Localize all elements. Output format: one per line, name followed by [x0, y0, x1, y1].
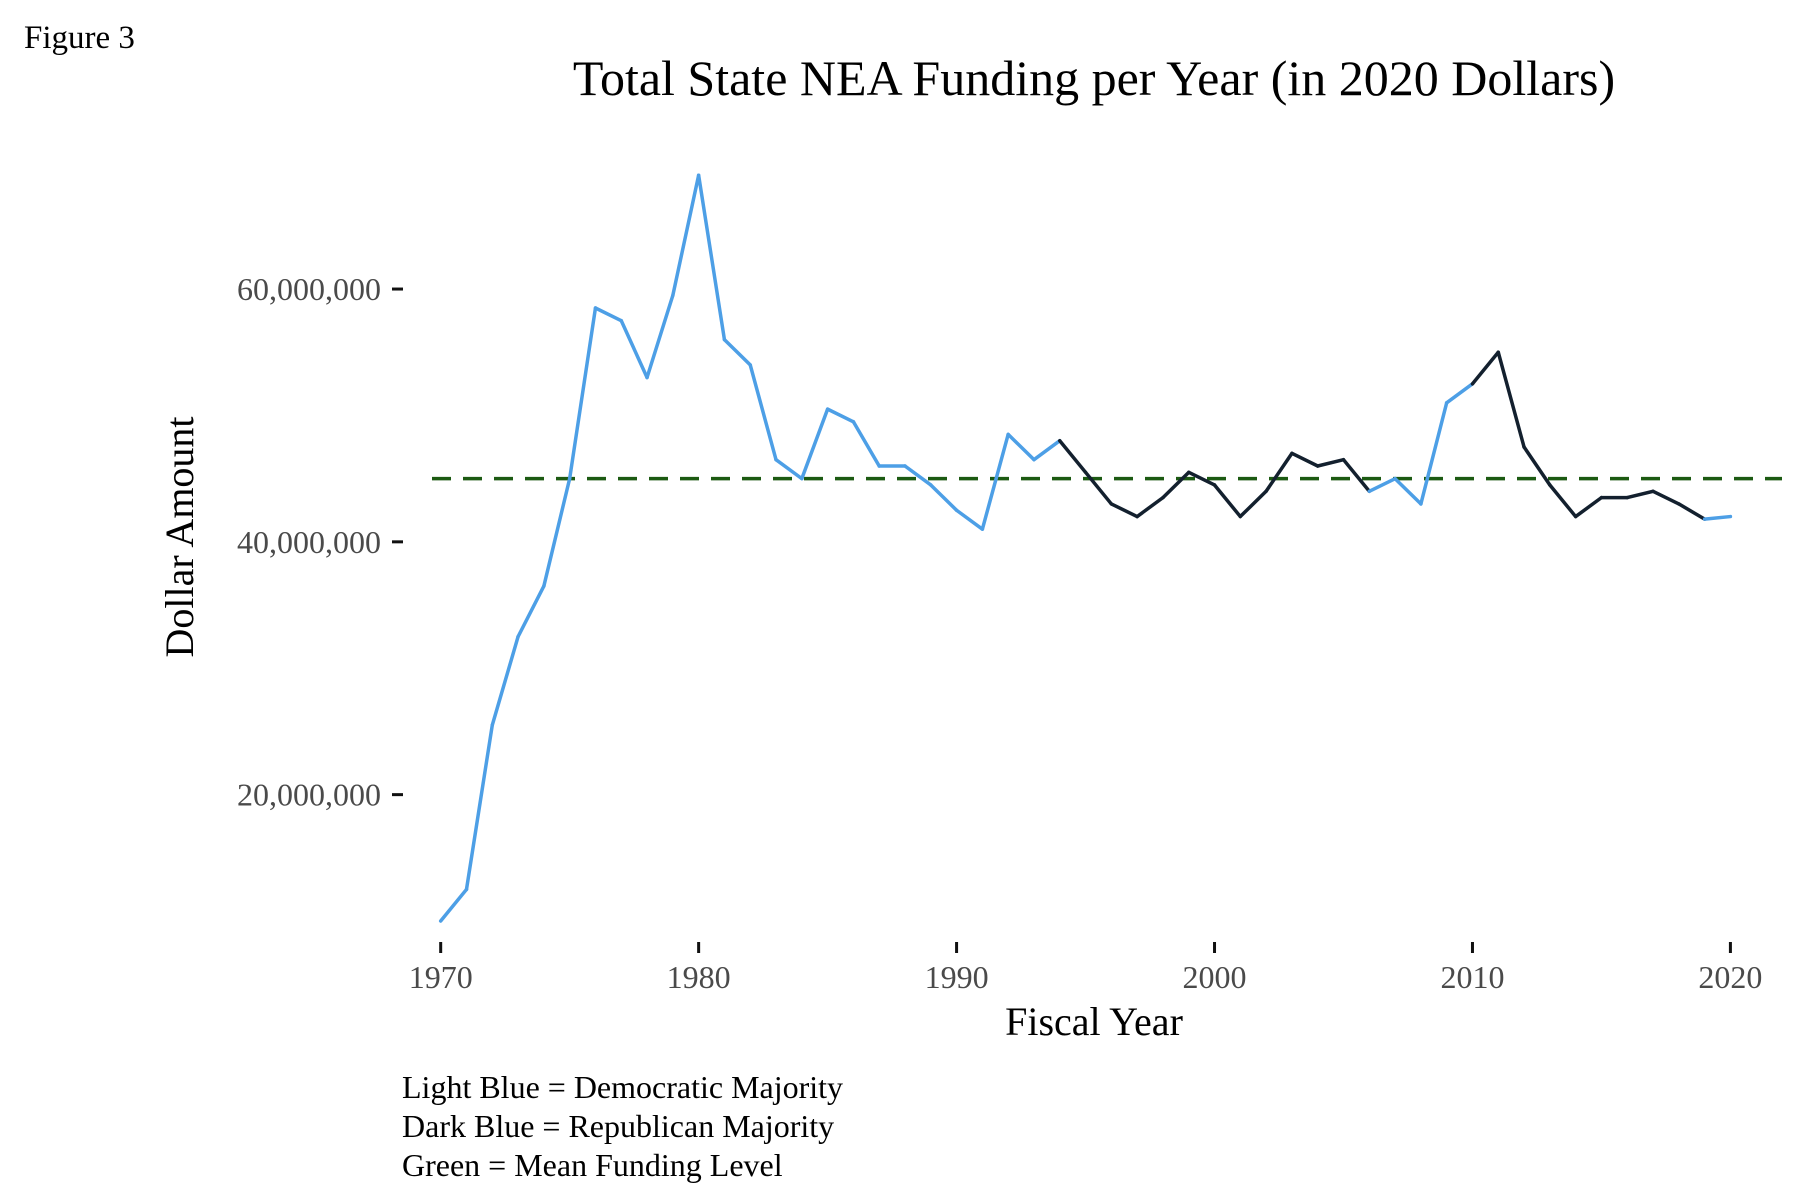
series-segment [696, 173, 727, 342]
y-tick-label: 60,000,000 [237, 271, 381, 307]
x-tick-label: 1990 [925, 959, 989, 995]
series-segment [1161, 470, 1191, 500]
series-segment [1083, 470, 1114, 506]
series-segment [567, 306, 598, 481]
series-segment [774, 457, 804, 481]
series-segment [748, 363, 778, 462]
series-segment [490, 634, 520, 727]
legend-note-democratic: Light Blue = Democratic Majority [402, 1069, 844, 1105]
series-segment [1212, 483, 1243, 519]
legend-note-mean: Green = Mean Funding Level [402, 1147, 783, 1183]
series-segment [1367, 476, 1397, 494]
y-tick-label: 20,000,000 [237, 777, 381, 813]
series-segment [438, 887, 469, 923]
series-segment [671, 173, 701, 298]
series-segment [1444, 382, 1475, 405]
funding-series [438, 173, 1733, 923]
series-segment [954, 508, 985, 531]
y-tick-label: 40,000,000 [237, 524, 381, 560]
x-tick-label: 1980 [667, 959, 731, 995]
y-axis-label: Dollar Amount [157, 416, 202, 657]
series-segment [1186, 470, 1217, 487]
chart-title: Total State NEA Funding per Year (in 202… [573, 50, 1615, 106]
x-tick-label: 2010 [1440, 959, 1504, 995]
x-tick-label: 2020 [1698, 959, 1762, 995]
series-segment [980, 432, 1010, 531]
series-segment [542, 476, 572, 588]
legend-note-republican: Dark Blue = Republican Majority [402, 1108, 835, 1144]
series-segment [645, 293, 675, 380]
series-segment [1702, 514, 1733, 521]
series-segment [1496, 350, 1526, 449]
series-segment [1290, 451, 1320, 468]
series-segment [1573, 495, 1604, 519]
series-segment [1522, 445, 1552, 487]
series-segment [851, 420, 881, 468]
legend-notes: Light Blue = Democratic Majority Dark Bl… [402, 1068, 843, 1185]
series-segment [1006, 432, 1036, 462]
series-segment [1341, 457, 1372, 494]
series-segment [1032, 438, 1062, 462]
series-segment [1264, 451, 1294, 494]
series-segment [1238, 489, 1268, 519]
series-segment [1470, 350, 1501, 386]
series-segment [619, 318, 649, 380]
series-segment [593, 306, 624, 323]
series-segment [825, 407, 856, 424]
series-segment [1548, 483, 1578, 519]
series-segment [903, 464, 933, 487]
series-segment [800, 407, 830, 481]
series-segment [1677, 502, 1707, 521]
y-axis: 20,000,000 40,000,000 60,000,000 [237, 271, 403, 813]
series-segment [1315, 457, 1346, 468]
series-segment [929, 483, 959, 512]
series-segment [1651, 489, 1681, 506]
series-segment [1393, 476, 1423, 506]
series-segment [1109, 502, 1139, 519]
x-tick-label: 1970 [409, 959, 473, 995]
series-segment [1625, 489, 1655, 500]
series-segment [722, 337, 752, 367]
series-segment [516, 584, 546, 639]
x-tick-label: 2000 [1183, 959, 1247, 995]
x-axis: 1970 1980 1990 2000 2010 2020 [409, 942, 1762, 995]
x-axis-label: Fiscal Year [1005, 999, 1183, 1044]
series-segment [464, 723, 495, 892]
series-segment [1135, 495, 1165, 519]
figure-label: Figure 3 [24, 20, 135, 56]
series-segment [1419, 401, 1449, 506]
series-segment [1058, 438, 1088, 475]
